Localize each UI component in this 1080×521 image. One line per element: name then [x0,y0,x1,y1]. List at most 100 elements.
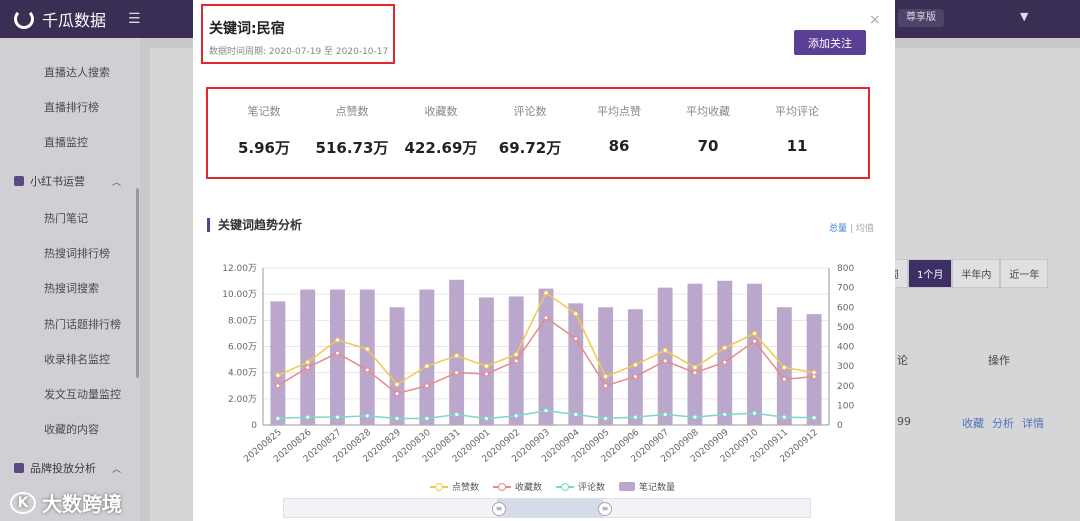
bar-notes [687,283,703,425]
series-point [722,359,728,365]
watermark: K 大数跨境 [10,488,122,517]
series-point [513,358,519,364]
series-point [394,381,400,387]
series-point [811,415,817,421]
sidebar-item-hot-words-rank[interactable]: 热搜词排行榜 [44,247,110,260]
edition-badge[interactable]: 尊享版 [898,9,944,27]
toggle-separator: | [849,224,853,234]
y-right-tick-label: 400 [837,343,854,353]
menu-toggle-icon[interactable]: ☰ [128,11,141,27]
period-1month[interactable]: 1个月 [908,259,953,288]
sidebar-group-xhs[interactable]: 小红书运营 ︿ [14,173,121,189]
stat-avg-likes: 平均点赞 86 [574,103,664,155]
sidebar-item-hot-notes[interactable]: 热门笔记 [44,212,88,225]
sidebar-group-brand[interactable]: 品牌投放分析 ︿ [14,460,121,476]
legend-label: 收藏数 [515,483,543,493]
bar-notes [806,314,822,425]
series-point [811,374,817,380]
sidebar-group-label: 小红书运营 [30,175,85,188]
bar-notes [330,289,345,425]
series-point [603,374,609,380]
data-zoom-slider[interactable]: ≡ ≡ [283,498,811,518]
period-half-year[interactable]: 半年内 [952,259,1001,288]
legend-line-swatch [556,482,575,491]
legend-item[interactable]: 评论数 [556,480,605,493]
series-point [513,413,519,419]
y-left-tick-label: 6.00万 [228,343,257,353]
y-right-tick-label: 500 [837,323,854,333]
total-avg-toggle: 总量 | 均值 [829,221,874,234]
table-header-actions: 操作 [988,354,1010,367]
chart-legend: 点赞数 收藏数 评论数 笔记数量 [430,480,675,493]
series-point [454,370,460,376]
toggle-total[interactable]: 总量 [829,224,848,234]
series-point [752,338,758,344]
sidebar-item-live-search[interactable]: 直播达人搜索 [44,66,110,79]
action-favorite[interactable]: 收藏 [962,417,984,430]
bar-notes [538,288,554,425]
stat-likes: 点赞数 516.73万 [307,103,397,158]
sidebar-item-hot-topics[interactable]: 热门话题排行榜 [44,318,121,331]
bar-notes [478,297,494,425]
series-point [483,363,489,369]
series-point [424,383,430,389]
y-right-tick-label: 600 [837,303,854,313]
table-header-comments: 论 [897,354,908,367]
toggle-avg[interactable]: 均值 [855,224,874,234]
series-point [662,347,668,353]
bar-notes [270,301,286,425]
sidebar-item-hot-words-search[interactable]: 热搜词搜索 [44,282,99,295]
action-detail[interactable]: 详情 [1022,417,1044,430]
series-point [692,364,698,370]
stat-notes: 笔记数 5.96万 [219,103,309,158]
stat-label: 平均点赞 [597,105,641,118]
sidebar-item-favorites[interactable]: 收藏的内容 [44,423,99,436]
bar-notes [389,307,405,425]
close-icon[interactable]: × [869,12,881,28]
series-point [632,414,638,420]
add-follow-button[interactable]: 添加关注 [794,30,866,55]
sidebar-item-live-ranking[interactable]: 直播排行榜 [44,101,99,114]
sidebar-scrollbar[interactable] [136,188,139,378]
legend-label: 点赞数 [452,483,480,493]
legend-label: 笔记数量 [639,483,676,493]
period-selector: 周 1个月 半年内 近一年 [880,259,1049,288]
series-point [483,415,489,421]
series-point [454,353,460,359]
chevron-up-icon: ︿ [112,177,122,188]
zoom-handle-left[interactable]: ≡ [492,502,506,516]
brand[interactable]: 千瓜数据 [14,7,106,31]
stat-label: 收藏数 [424,105,458,118]
period-year[interactable]: 近一年 [1000,259,1049,288]
date-range: 数据时间周期: 2020-07-19 至 2020-10-17 [209,47,389,57]
series-point [573,336,579,342]
bar-notes [300,289,316,425]
stat-comments: 评论数 69.72万 [485,103,575,158]
series-point [781,376,787,382]
legend-item[interactable]: 点赞数 [430,480,479,493]
keyword-header-highlight: 关键词:民宿 数据时间周期: 2020-07-19 至 2020-10-17 [201,4,395,64]
sidebar-item-live-monitor[interactable]: 直播监控 [44,136,88,149]
series-point [364,346,370,352]
series-point [752,410,758,416]
zoom-handle-right[interactable]: ≡ [598,502,612,516]
sidebar-item-rank-monitor[interactable]: 收录排名监控 [44,353,110,366]
series-point [811,370,817,376]
sidebar: 直播达人搜索 直播排行榜 直播监控 小红书运营 ︿ 热门笔记 热搜词排行榜 热搜… [0,38,140,521]
action-analyze[interactable]: 分析 [992,417,1014,430]
sidebar-item-interaction-monitor[interactable]: 发文互动量监控 [44,388,121,401]
series-point [513,351,519,357]
stat-value: 70 [697,137,719,155]
stat-value: 69.72万 [498,139,562,157]
legend-item[interactable]: 收藏数 [493,480,542,493]
series-point [722,345,728,351]
stat-value: 11 [786,137,808,155]
stat-label: 点赞数 [335,105,369,118]
series-point [275,372,281,378]
bar-notes [449,279,465,425]
stat-value: 516.73万 [315,139,389,157]
legend-item[interactable]: 笔记数量 [619,480,675,493]
user-dropdown-icon[interactable]: ▼ [1020,10,1029,23]
y-left-tick-label: 0 [251,421,257,431]
zoom-selection[interactable] [497,499,603,517]
